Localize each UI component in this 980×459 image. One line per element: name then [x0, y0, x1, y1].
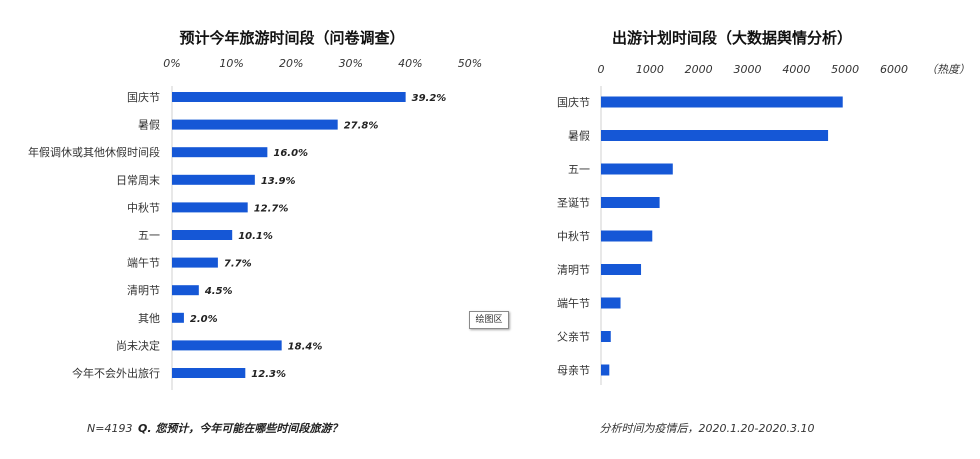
- left-x-tick: 40%: [398, 57, 422, 70]
- right-category-label: 中秋节: [557, 229, 590, 243]
- left-category-label: 端午节: [127, 257, 160, 270]
- left-category-label: 五一: [138, 229, 160, 242]
- left-bar-value-label: 13.9%: [261, 176, 296, 187]
- right-chart-note: 分析时间为疫情后，2020.1.20-2020.3.10: [600, 422, 815, 435]
- left-category-label: 国庆节: [127, 90, 160, 104]
- right-x-tick: 4000: [782, 63, 810, 76]
- left-bar: [172, 174, 255, 185]
- left-x-tick: 0%: [163, 57, 180, 70]
- right-bar: [601, 264, 642, 275]
- right-x-tick: 1000: [636, 63, 664, 76]
- left-x-tick: 30%: [339, 57, 363, 70]
- right-x-tick: 5000: [831, 63, 859, 76]
- right-category-label: 圣诞节: [557, 196, 590, 210]
- left-category-label: 清明节: [127, 284, 160, 297]
- left-category-label: 尚未决定: [116, 338, 160, 352]
- right-chart: 出游计划时间段（大数据舆情分析） （热度） 分析时间为疫情后，2020.1.20…: [557, 29, 970, 435]
- left-bar: [172, 230, 233, 240]
- left-bar: [172, 368, 246, 378]
- left-bar: [172, 202, 248, 213]
- right-x-tick: 3000: [734, 63, 762, 76]
- left-category-label: 其他: [138, 312, 160, 325]
- right-category-label: 国庆节: [557, 95, 590, 109]
- right-bar: [601, 364, 610, 376]
- right-x-tick: 6000: [880, 63, 908, 76]
- left-bar-value-label: 4.5%: [204, 286, 233, 297]
- right-bar: [601, 297, 621, 309]
- plot-area-tooltip: 绘图区: [469, 311, 509, 329]
- right-category-label: 五一: [568, 163, 590, 176]
- left-bar: [172, 257, 218, 268]
- right-bar: [601, 230, 653, 242]
- left-category-label: 暑假: [138, 118, 160, 132]
- right-x-tick: 2000: [685, 63, 713, 76]
- left-category-label: 年假调休或其他休假时间段: [28, 145, 160, 159]
- left-bar: [172, 147, 268, 158]
- left-bar-value-label: 18.4%: [288, 341, 323, 352]
- right-category-label: 清明节: [557, 264, 590, 277]
- left-bar-value-label: 7.7%: [224, 259, 252, 270]
- right-chart-x-unit: （热度）: [926, 63, 970, 76]
- right-category-label: 暑假: [568, 129, 590, 143]
- left-x-tick: 50%: [458, 57, 482, 70]
- left-chart: 预计今年旅游时间段（问卷调查） N=4193 Q. 您预计，今年可能在哪些时间段…: [28, 29, 482, 435]
- left-category-label: 中秋节: [127, 200, 160, 214]
- left-bar-value-label: 39.2%: [412, 93, 447, 104]
- right-chart-title: 出游计划时间段（大数据舆情分析）: [612, 29, 852, 47]
- left-bar-value-label: 12.7%: [254, 203, 289, 214]
- left-category-label: 今年不会外出旅行: [72, 366, 160, 380]
- right-bar: [601, 331, 611, 342]
- left-bar: [172, 312, 184, 323]
- right-category-label: 父亲节: [557, 330, 590, 344]
- left-bar-value-label: 2.0%: [190, 314, 218, 325]
- left-bar: [172, 119, 338, 130]
- left-bar-value-label: 16.0%: [273, 148, 308, 159]
- left-bar-value-label: 12.3%: [251, 369, 286, 380]
- left-bar-value-label: 10.1%: [238, 231, 273, 242]
- right-bar: [601, 130, 829, 141]
- left-bar: [172, 340, 282, 351]
- left-x-tick: 20%: [279, 57, 303, 70]
- left-category-label: 日常周末: [116, 173, 160, 187]
- left-bar-value-label: 27.8%: [344, 121, 379, 132]
- right-bar: [601, 96, 843, 108]
- right-category-label: 端午节: [557, 297, 590, 310]
- right-category-label: 母亲节: [557, 363, 590, 377]
- left-chart-title: 预计今年旅游时间段（问卷调查）: [179, 29, 404, 47]
- right-bar: [601, 197, 660, 208]
- left-bar: [172, 92, 406, 102]
- left-bar: [172, 285, 199, 296]
- left-chart-note: Q. 您预计，今年可能在哪些时间段旅游？: [138, 422, 342, 435]
- right-bar: [601, 163, 673, 175]
- left-x-tick: 10%: [219, 57, 243, 70]
- right-x-tick: 0: [598, 63, 605, 76]
- left-chart-note-n: N=4193: [87, 422, 132, 435]
